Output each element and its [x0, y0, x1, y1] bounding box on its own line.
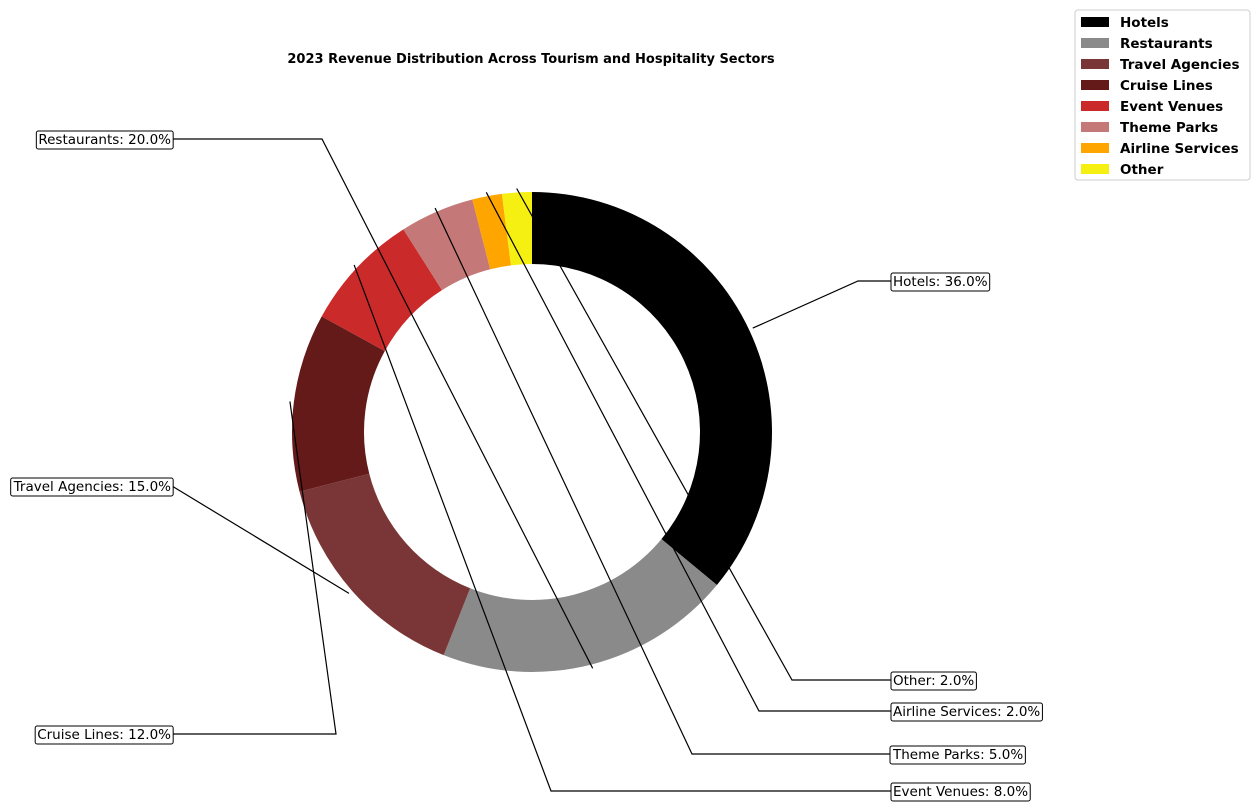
- slice-cruise-lines: [292, 316, 385, 492]
- legend-label-theme-parks: Theme Parks: [1120, 120, 1218, 136]
- slice-label-travel-agencies: Travel Agencies: 15.0%: [13, 479, 171, 495]
- leader-line-restaurants: [172, 138, 594, 669]
- legend-swatch-cruise-lines: [1081, 80, 1109, 90]
- slice-label-cruise-lines: Cruise Lines: 12.0%: [37, 727, 171, 743]
- slice-label-box-theme-parks: [889, 745, 1026, 765]
- leader-line-hotels: [752, 280, 892, 329]
- slice-label-event-venues: Event Venues: 8.0%: [893, 784, 1028, 800]
- legend-label-travel-agencies: Travel Agencies: [1120, 57, 1239, 73]
- slice-hotels: [532, 192, 773, 585]
- legend-label-event-venues: Event Venues: [1120, 99, 1223, 115]
- leader-line-event-venues: [353, 264, 892, 792]
- slice-label-box-travel-agencies: [10, 477, 174, 497]
- legend-swatch-event-venues: [1081, 101, 1109, 111]
- legend-label-cruise-lines: Cruise Lines: [1120, 78, 1213, 94]
- slice-travel-agencies: [299, 473, 471, 656]
- legend-label-hotels: Hotels: [1120, 15, 1169, 31]
- legend-frame: [1074, 9, 1251, 181]
- slice-label-box-other: [890, 671, 977, 691]
- slice-label-restaurants: Restaurants: 20.0%: [38, 132, 171, 148]
- leader-line-cruise-lines: [172, 401, 337, 735]
- legend-swatch-travel-agencies: [1081, 59, 1109, 69]
- legend-label-other: Other: [1120, 162, 1164, 178]
- legend: Hotels Restaurants Travel Agencies Cruise L…: [1074, 9, 1251, 181]
- legend-swatch-other: [1081, 164, 1109, 174]
- slice-label-box-airline-services: [890, 702, 1043, 722]
- chart-title: 2023 Revenue Distribution Across Tourism…: [287, 52, 775, 67]
- leader-line-airline-services: [485, 192, 892, 712]
- leader-line-travel-agencies: [171, 485, 350, 594]
- slice-event-venues: [321, 229, 442, 352]
- slice-labels-group: Hotels: 36.0% Restaurants: 20.0% Travel Ag…: [10, 130, 1043, 802]
- legend-swatch-restaurants: [1081, 38, 1109, 48]
- slice-other: [501, 192, 532, 266]
- slice-label-other: Other: 2.0%: [893, 673, 974, 689]
- legend-label-restaurants: Restaurants: [1120, 36, 1213, 52]
- slice-theme-parks: [403, 199, 491, 291]
- slice-label-box-cruise-lines: [34, 725, 174, 745]
- slice-label-hotels: Hotels: 36.0%: [893, 274, 988, 290]
- leader-line-theme-parks: [434, 207, 892, 755]
- slice-label-box-restaurants: [35, 130, 174, 150]
- legend-label-airline-services: Airline Services: [1120, 141, 1239, 157]
- legend-swatch-airline-services: [1081, 143, 1109, 153]
- legend-swatch-theme-parks: [1081, 122, 1109, 132]
- leader-line-other: [516, 188, 892, 681]
- leader-lines-group: [171, 138, 892, 792]
- slice-label-box-event-venues: [890, 782, 1031, 802]
- slice-airline-services: [472, 193, 511, 270]
- slice-label-airline-services: Airline Services: 2.0%: [893, 704, 1040, 720]
- legend-swatch-hotels: [1081, 17, 1109, 27]
- slice-restaurants: [443, 539, 717, 672]
- slices-group: [292, 192, 773, 672]
- slice-label-box-hotels: [890, 272, 991, 292]
- slice-label-theme-parks: Theme Parks: 5.0%: [892, 747, 1023, 763]
